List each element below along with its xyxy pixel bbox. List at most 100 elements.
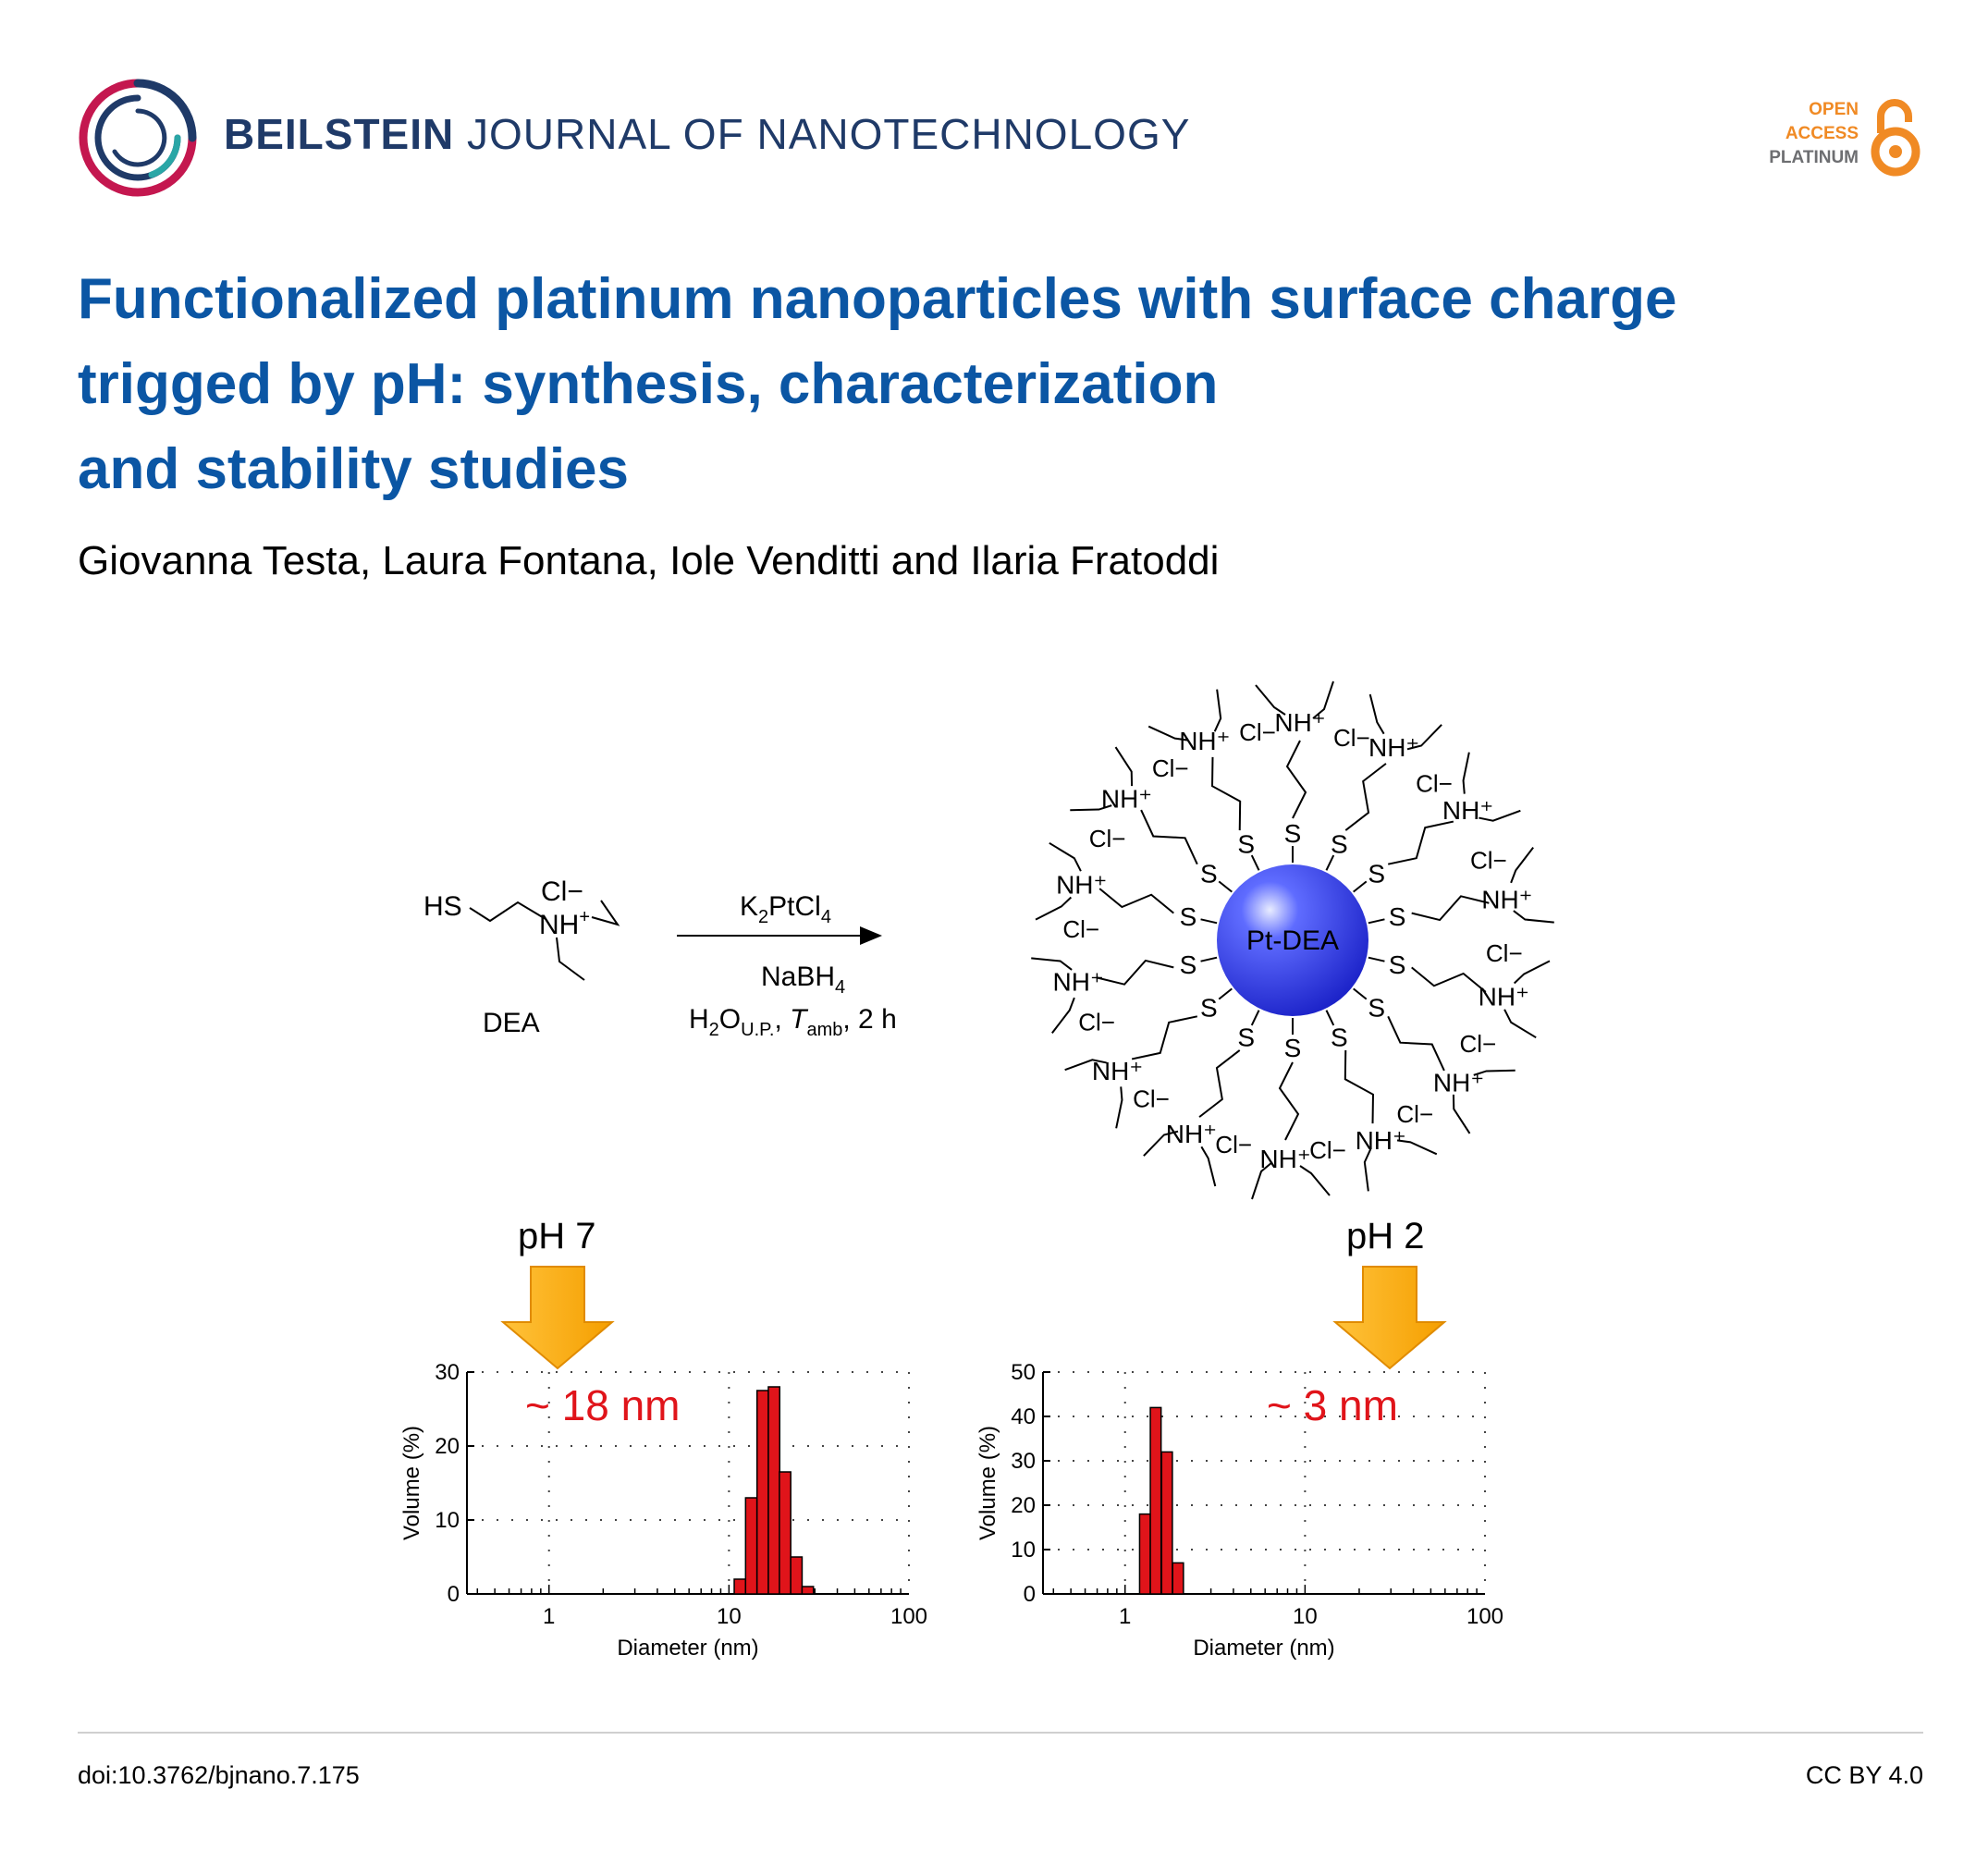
chart-ph2-ylabel: Volume (%) [976,1426,1000,1540]
chart-ph7-bar [790,1556,804,1595]
open-access-text: OPEN ACCESS PLATINUM [1769,98,1859,170]
chart-ph2-bar [1172,1562,1184,1595]
chloride-label: Cl− [1416,769,1453,797]
ph2-down-arrow-icon [1332,1266,1447,1370]
journal-name-bold: BEILSTEIN [224,110,455,158]
chloride-label: Cl− [1133,1085,1170,1113]
chart-ph2-bar [1138,1513,1151,1595]
ethyl-group [1070,804,1112,812]
np-s-bond [1353,880,1368,893]
ethyl-group [1479,809,1521,822]
ammonium-label: NH⁺ [1101,785,1152,814]
dea-ligand: S NH⁺Cl− [1251,1018,1346,1200]
np-s-bond [1368,956,1385,962]
ethyl-group [1452,1094,1471,1134]
dea-ligand: SNH⁺Cl− [1353,987,1516,1134]
dea-ligand: SNH⁺Cl− [1035,841,1218,943]
ethyl-group [1143,1130,1179,1157]
dea-molecule: HS Cl− NH+ [423,876,620,981]
sulfur-atom-label: S [1368,860,1385,889]
alkyl-chain [1131,1015,1198,1060]
np-s-bond [1325,1010,1335,1026]
np-s-bond [1325,854,1335,871]
reaction-conditions: H2OU.P., Tamb, 2 h [689,1004,897,1040]
ammonium-label: NH⁺ [1433,1068,1484,1097]
ethyl-group [1251,1161,1273,1200]
doi-text: doi:10.3762/bjnano.7.175 [78,1761,360,1789]
dea-nh-label: NH+ [539,907,590,940]
dea-ligand: SNH⁺Cl− [1064,987,1233,1129]
dea-label: DEA [483,1008,540,1038]
chart-ph7-y-tick-label: 10 [435,1508,460,1533]
graphical-abstract: HS Cl− NH+ DEA K2PtCl4 NaBH4 H2OU.P., Ta… [399,680,1554,1661]
chloride-label: Cl− [1152,754,1189,782]
sulfur-atom-label: S [1389,902,1406,931]
chart-ph7-x-tick-label: 1 [543,1604,555,1629]
chart-ph2-y-tick-label: 50 [1011,1360,1036,1385]
dea-ligand: SNH⁺Cl− [1353,752,1521,893]
chart-ph2-y-tick-label: 0 [1024,1582,1036,1607]
chart-ph7-bar [733,1578,747,1595]
alkyl-chain [1411,966,1487,993]
chloride-label: Cl− [1309,1136,1346,1164]
ethyl-group [1035,896,1073,921]
dls-chart-ph2: 1 10 100 0 10 20 30 40 50 ~ 3 nm Diameter (nm) Volu… [976,1360,1503,1661]
ph2-label: pH 2 [1346,1216,1425,1256]
chart-ph7-x-tick-label: 100 [890,1604,927,1629]
alkyl-chain [1211,756,1242,831]
open-access-lock-icon [1871,99,1921,177]
chloride-label: Cl− [1470,847,1507,875]
dea-ligand: SNH⁺Cl− [1147,689,1260,871]
ammonium-label: NH⁺ [1056,871,1107,900]
alkyl-chain [1387,820,1454,865]
chart-ph2-y-tick-label: 10 [1011,1538,1036,1563]
sulfur-atom-label: S [1180,950,1197,979]
chart-ph7-bar [801,1586,815,1595]
pt-nanoparticle [1217,864,1368,1016]
alkyl-chain [1140,809,1198,865]
np-s-bond [1368,918,1385,925]
dea-hs-label: HS [423,891,462,922]
oa-line-open: OPEN [1809,100,1859,119]
alkyl-chain [1285,740,1307,819]
sulfur-atom-label: S [1368,993,1385,1022]
dea-cl-label: Cl− [541,876,583,907]
chart-ph7-y-tick-label: 0 [448,1582,460,1607]
ethyl-group [1147,725,1189,742]
sulfur-atom-label: S [1284,1034,1302,1062]
title-line-3: and stability studies [78,437,630,501]
ammonium-label: NH⁺ [1053,968,1104,997]
alkyl-chain [1411,895,1490,922]
ethyl-group [1513,960,1551,985]
title-line-2: trigged by pH: synthesis, characterizati… [78,352,1219,416]
reagent-k2ptcl4: K2PtCl4 [740,891,831,927]
chloride-label: Cl− [1089,825,1126,852]
ethyl-group [1200,1146,1217,1187]
np-s-bond [1353,987,1368,1000]
chloride-label: Cl− [1396,1100,1433,1128]
title-line-1: Functionalized platinum nanoparticles wi… [78,267,1677,331]
ammonium-label: NH⁺ [1479,982,1529,1011]
alkyl-chain [1387,1015,1445,1072]
alkyl-chain [1278,1061,1300,1141]
chart-ph7-x-tick-label: 10 [717,1604,742,1629]
dea-ligand: SNH⁺Cl− [1070,746,1233,893]
license-text: CC BY 4.0 [1805,1761,1923,1789]
ammonium-label: NH⁺ [1481,885,1532,913]
ammonium-label: NH⁺ [1259,1145,1310,1173]
ethyl-group [1049,841,1082,872]
ethyl-group [1115,1086,1123,1129]
ethyl-group [1368,693,1385,735]
chart-ph7-bar [779,1471,792,1595]
chloride-label: Cl− [1460,1030,1497,1058]
open-access-badge: OPEN ACCESS PLATINUM [1720,96,1923,179]
sulfur-atom-label: S [1180,902,1197,931]
chart-ph7-bar [744,1497,758,1595]
sulfur-atom-label: S [1331,829,1348,858]
dea-ligand: SNH⁺Cl− [1143,1010,1260,1187]
dea-nh-charge: + [579,907,590,927]
chart-ph2-xlabel: Diameter (nm) [1193,1636,1334,1661]
chloride-label: Cl− [1078,1008,1115,1036]
chart-ph2-x-tick-label: 100 [1466,1604,1503,1629]
chart-ph2-y-tick-label: 40 [1011,1404,1036,1429]
